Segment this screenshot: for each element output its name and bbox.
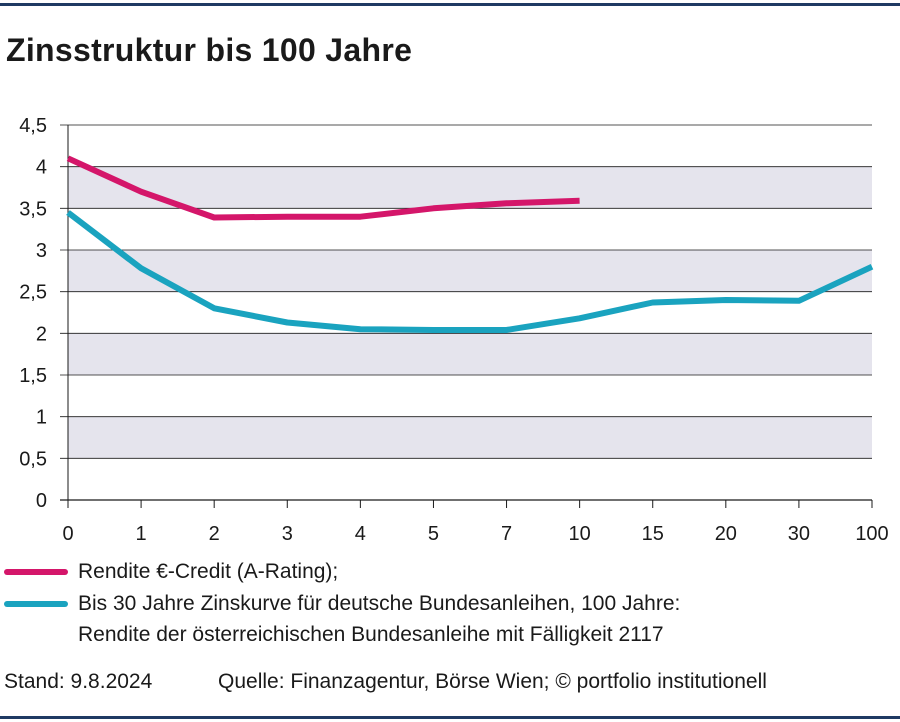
legend-label-credit: Rendite €-Credit (A-Rating); — [78, 556, 338, 588]
grid-band — [68, 333, 872, 375]
footer: Stand: 9.8.2024 Quelle: Finanzagentur, B… — [4, 670, 894, 694]
legend-item-bund-line2: Rendite der österreichischen Bundesanlei… — [0, 620, 900, 652]
grid-band — [68, 417, 872, 459]
x-tick-label: 3 — [282, 523, 293, 545]
x-tick-label: 1 — [136, 523, 147, 545]
x-tick-label: 20 — [715, 523, 737, 545]
y-tick-label: 4 — [36, 157, 47, 179]
footer-source: Quelle: Finanzagentur, Börse Wien; © por… — [218, 670, 767, 694]
y-tick-label: 3,5 — [19, 198, 47, 220]
x-tick-label: 2 — [209, 523, 220, 545]
footer-stand: Stand: 9.8.2024 — [4, 670, 152, 693]
y-tick-label: 1,5 — [19, 365, 47, 387]
grid-band — [68, 167, 872, 209]
bottom-rule — [0, 716, 900, 719]
grid-band — [68, 250, 872, 292]
x-tick-label: 100 — [855, 523, 888, 545]
y-tick-label: 4,5 — [19, 115, 47, 137]
y-tick-label: 2,5 — [19, 282, 47, 304]
y-tick-label: 2 — [36, 323, 47, 345]
legend-label-bund: Bis 30 Jahre Zinskurve für deutsche Bund… — [78, 588, 680, 620]
legend-label-bund-line2: Rendite der österreichischen Bundesanlei… — [78, 619, 664, 651]
legend-swatch-bund — [4, 601, 68, 607]
x-tick-label: 7 — [501, 523, 512, 545]
legend-item-credit: Rendite €-Credit (A-Rating); — [0, 556, 900, 588]
x-tick-label: 0 — [62, 523, 73, 545]
legend-swatch-credit — [4, 569, 68, 575]
line-chart: 0 0,5 1 1,5 2 2,5 3 3,5 4 4,5 0 1 2 3 4 5 7 10 15 20 30 100 — [0, 0, 900, 560]
y-tick-label: 0 — [36, 490, 47, 512]
y-tick-label: 3 — [36, 240, 47, 262]
x-tick-label: 10 — [569, 523, 591, 545]
y-tick-label: 0,5 — [19, 448, 47, 470]
y-tick-label: 1 — [36, 407, 47, 429]
x-tick-label: 4 — [355, 523, 366, 545]
x-tick-label: 15 — [642, 523, 664, 545]
legend: Rendite €-Credit (A-Rating); Bis 30 Jahr… — [0, 556, 900, 652]
x-tick-label: 5 — [428, 523, 439, 545]
legend-item-bund: Bis 30 Jahre Zinskurve für deutsche Bund… — [0, 588, 900, 620]
x-tick-label: 30 — [788, 523, 810, 545]
